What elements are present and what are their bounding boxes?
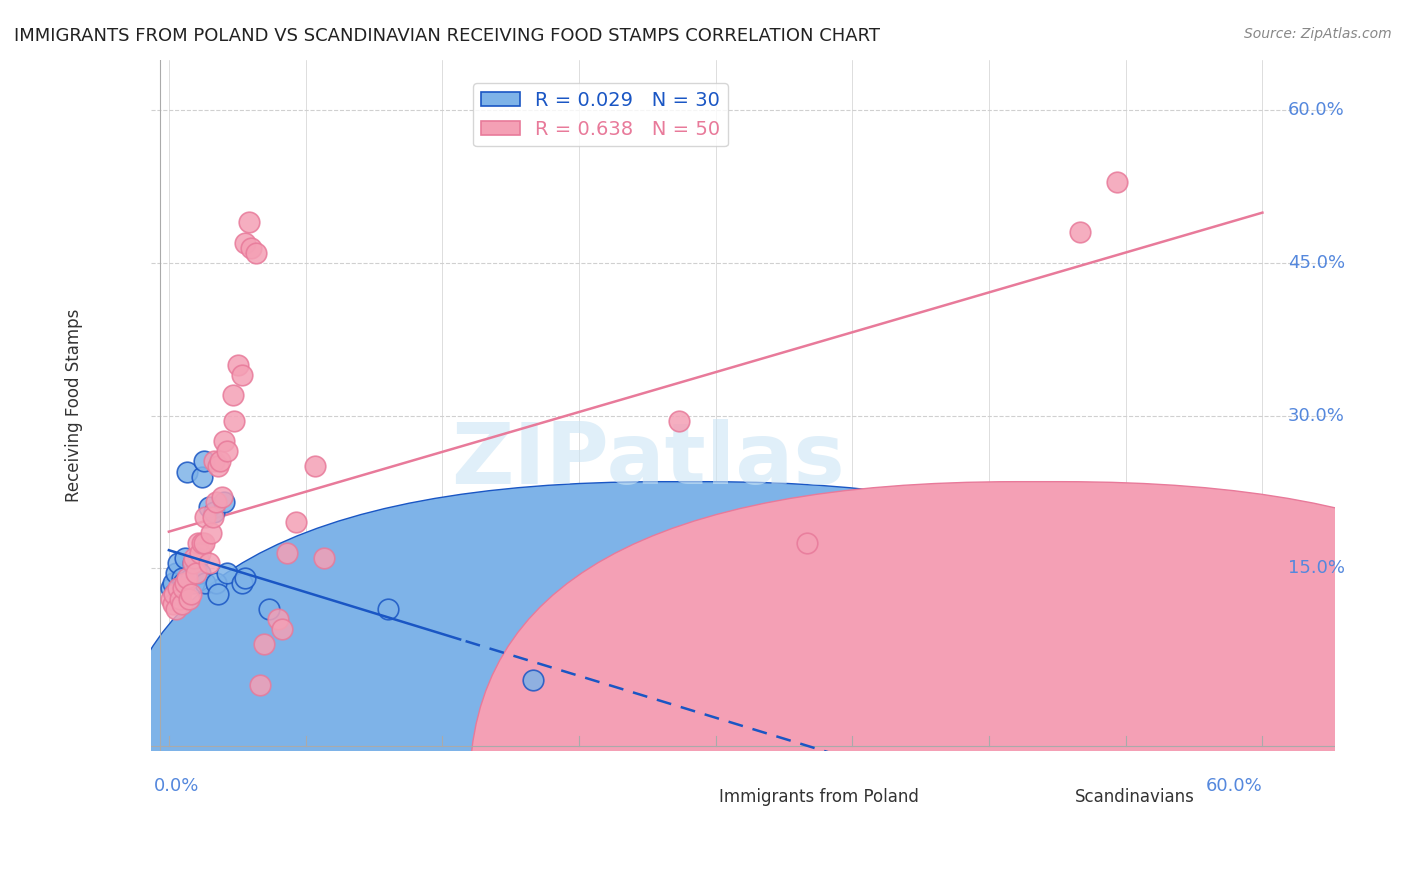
Text: IMMIGRANTS FROM POLAND VS SCANDINAVIAN RECEIVING FOOD STAMPS CORRELATION CHART: IMMIGRANTS FROM POLAND VS SCANDINAVIAN R… [14, 27, 880, 45]
Point [176, 571, 198, 585]
Point [169, 591, 191, 606]
Point [238, 215, 260, 229]
Point [226, 358, 249, 372]
Point [193, 535, 215, 549]
FancyBboxPatch shape [114, 482, 1253, 892]
Point [180, 571, 202, 585]
Point [231, 368, 253, 382]
FancyBboxPatch shape [470, 482, 1406, 892]
Point [239, 241, 262, 255]
Point [312, 551, 335, 566]
Point [180, 586, 202, 600]
Point [205, 576, 228, 591]
Point [193, 454, 215, 468]
Point [172, 576, 194, 591]
Point [186, 566, 208, 581]
Point [181, 556, 204, 570]
Text: Receiving Food Stamps: Receiving Food Stamps [65, 309, 83, 502]
Point [176, 465, 198, 479]
Point [377, 602, 399, 616]
Point [187, 551, 209, 566]
Point [1069, 226, 1091, 240]
Point [224, 414, 246, 428]
Point [190, 469, 212, 483]
Point [796, 535, 818, 549]
Point [249, 678, 271, 692]
Point [198, 556, 221, 570]
Point [162, 576, 184, 591]
Point [235, 235, 257, 250]
Point [257, 602, 280, 616]
Point [205, 495, 228, 509]
Point [245, 245, 267, 260]
Point [188, 546, 211, 560]
Point [1105, 175, 1128, 189]
Point [204, 505, 226, 519]
Text: Scandinavians: Scandinavians [1074, 788, 1195, 806]
Point [165, 602, 187, 616]
Text: 60.0%: 60.0% [1288, 102, 1344, 120]
Point [169, 586, 191, 600]
Point [253, 637, 276, 651]
Point [167, 582, 190, 596]
Point [159, 582, 181, 596]
Point [170, 597, 193, 611]
Text: 60.0%: 60.0% [1205, 777, 1263, 795]
Point [194, 576, 217, 591]
Text: Immigrants from Poland: Immigrants from Poland [720, 788, 920, 806]
Point [211, 490, 233, 504]
Point [190, 535, 212, 549]
Point [181, 556, 204, 570]
Point [217, 444, 239, 458]
Point [207, 586, 229, 600]
Point [186, 561, 208, 575]
Point [276, 546, 298, 560]
Point [174, 551, 197, 566]
Text: 30.0%: 30.0% [1288, 407, 1344, 425]
Point [208, 454, 231, 468]
Point [204, 454, 226, 468]
Point [174, 576, 197, 591]
Point [235, 571, 257, 585]
Point [183, 551, 205, 566]
Point [163, 586, 186, 600]
Point [267, 612, 290, 626]
Point [270, 622, 292, 636]
Legend: R = 0.029   N = 30, R = 0.638   N = 50: R = 0.029 N = 30, R = 0.638 N = 50 [474, 83, 728, 146]
Text: Source: ZipAtlas.com: Source: ZipAtlas.com [1244, 27, 1392, 41]
Point [217, 566, 239, 581]
Point [187, 535, 209, 549]
Point [163, 586, 186, 600]
Point [200, 525, 222, 540]
Text: 0.0%: 0.0% [155, 777, 200, 795]
Point [172, 582, 194, 596]
Point [162, 597, 184, 611]
Point [198, 500, 221, 514]
Point [522, 673, 544, 687]
Point [207, 459, 229, 474]
Point [170, 571, 193, 585]
Point [188, 566, 211, 581]
Point [668, 414, 690, 428]
Point [167, 556, 190, 570]
Point [165, 566, 187, 581]
Point [231, 576, 253, 591]
Text: ZIPatlas: ZIPatlas [451, 419, 845, 502]
Point [159, 591, 181, 606]
Point [183, 576, 205, 591]
Point [212, 495, 235, 509]
Point [212, 434, 235, 448]
Point [177, 591, 200, 606]
Point [201, 510, 224, 524]
Text: 45.0%: 45.0% [1288, 254, 1346, 272]
Point [304, 459, 326, 474]
Text: 15.0%: 15.0% [1288, 559, 1346, 577]
Point [285, 516, 308, 530]
Point [194, 510, 217, 524]
Point [221, 388, 243, 402]
